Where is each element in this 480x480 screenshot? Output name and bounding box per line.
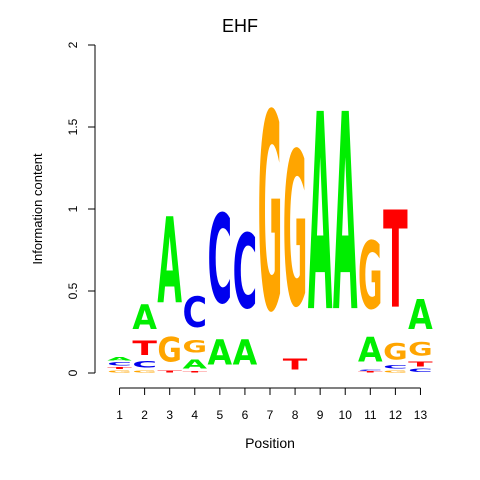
x-tick-label: 7	[267, 408, 274, 422]
y-tick-label: 1.5	[66, 118, 80, 135]
logo-letter-T-pos-13: T	[408, 360, 433, 368]
y-axis: 0 0.5 1 1.5 2	[66, 41, 96, 376]
logo-letter-A-pos-1: A	[107, 357, 132, 362]
logo-letter-C-pos-5: C	[208, 191, 233, 333]
chart-title: EHF	[222, 16, 258, 36]
x-tick-label: 13	[414, 408, 428, 422]
logo-letter-G-pos-8: G	[283, 108, 308, 354]
x-tick-label: 10	[339, 408, 353, 422]
logo-letter-G-pos-11: G	[358, 223, 383, 331]
logo-letter-G-pos-3: G	[157, 330, 182, 370]
logo-letter-G-pos-7: G	[258, 58, 283, 373]
logo-letter-A-pos-4: A	[182, 357, 207, 372]
logo-letter-A-pos-13: A	[408, 291, 433, 339]
x-tick-label: 4	[191, 408, 198, 422]
x-tick-label: 3	[166, 408, 173, 422]
logo-letter-G-pos-13: G	[408, 339, 433, 360]
logo-letter-C-pos-6: C	[233, 212, 258, 332]
logo-letter-C-pos-13: C	[408, 368, 433, 373]
logo-letter-T-pos-4: T	[182, 371, 207, 373]
y-tick-label: 1	[66, 205, 80, 212]
x-tick-label: 1	[116, 408, 123, 422]
x-axis-label: Position	[245, 435, 295, 451]
x-tick-label: 6	[242, 408, 249, 422]
logo-letter-T-pos-12: T	[383, 184, 408, 340]
x-axis: 1 2 3 4 5 6 7 8 9 10 11 12 13	[116, 387, 428, 422]
logo-letter-C-pos-12: C	[383, 365, 408, 370]
logo-letter-G-pos-2: G	[132, 370, 157, 373]
logo-letter-G-pos-12: G	[383, 339, 408, 365]
y-tick-label: 0	[66, 369, 80, 376]
logo-letter-A-pos-3: A	[157, 194, 182, 331]
x-tick-label: 5	[217, 408, 224, 422]
x-tick-label: 2	[141, 408, 148, 422]
logo-letter-A-pos-6: A	[233, 332, 258, 373]
logo-letter-A-pos-9: A	[308, 58, 333, 373]
logo-letter-C-pos-2: C	[132, 360, 157, 370]
logo-letter-G-pos-12: G	[383, 370, 408, 373]
logo-letter-A-pos-2: A	[132, 298, 157, 337]
y-tick-label: 2	[66, 41, 80, 48]
y-tick-label: 0.5	[66, 282, 80, 299]
x-tick-label: 11	[364, 408, 377, 422]
x-tick-label: 12	[389, 408, 403, 422]
logo-letter-C-pos-11: C	[358, 370, 383, 372]
logo-letter-C-pos-4: C	[182, 288, 207, 337]
logo-letter-G-pos-1: G	[107, 370, 132, 373]
x-tick-label: 8	[292, 408, 299, 422]
logo-letter-T-pos-8: T	[283, 355, 308, 373]
logo-letter-T-pos-3: T	[157, 370, 182, 373]
logo-letter-A-pos-11: A	[358, 331, 383, 370]
logo-letter-C-pos-1: C	[107, 362, 132, 367]
logo-letter-G-pos-4: G	[182, 337, 207, 357]
y-axis-label: Information content	[30, 153, 45, 265]
logo-letter-T-pos-2: T	[132, 337, 157, 360]
logo-letter-A-pos-10: A	[333, 58, 358, 373]
x-tick-label: 9	[317, 408, 324, 422]
logo-letter-A-pos-5: A	[208, 332, 233, 373]
logo-letter-T-pos-11: T	[358, 371, 383, 373]
logo-letter-T-pos-1: T	[107, 367, 132, 370]
